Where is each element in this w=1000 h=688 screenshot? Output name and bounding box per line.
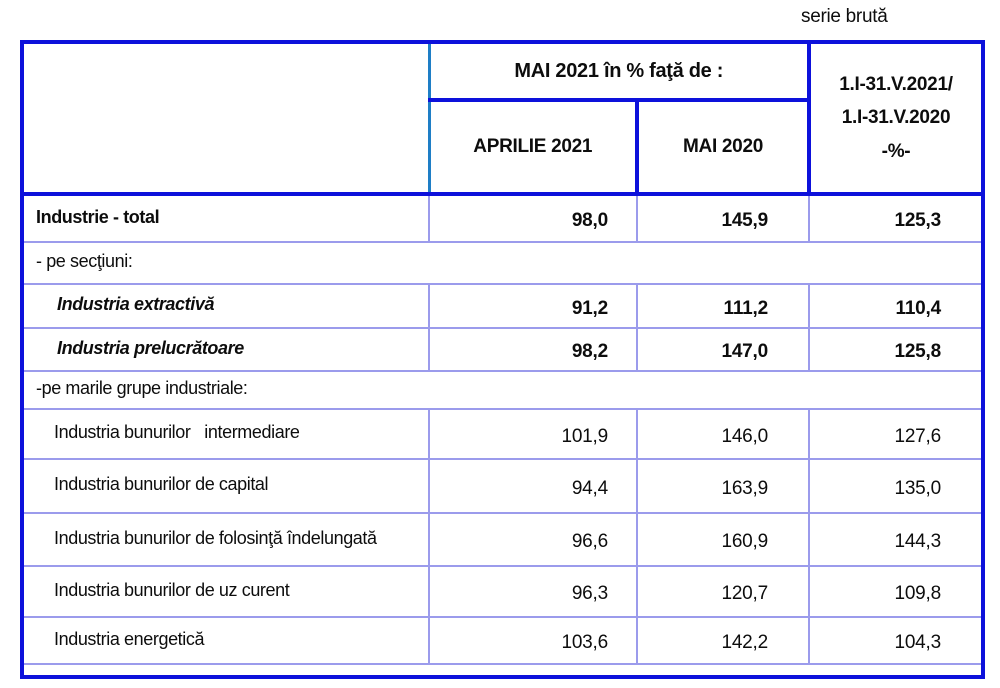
- header-cumulative-line-2: 1.I-31.V.2020: [841, 107, 951, 129]
- row-label: Industria extractivă: [24, 283, 430, 329]
- value-april-2021: 98,2: [428, 327, 638, 372]
- value-may-2020: 146,0: [636, 408, 810, 460]
- table-row: Industria bunurilor de folosinţă îndelun…: [24, 512, 981, 567]
- empty-header-cell: [24, 44, 431, 196]
- header-cumulative-line-3: -%-: [881, 140, 911, 162]
- value-may-2020: 142,2: [636, 616, 810, 665]
- header-april-2021: APRILIE 2021: [429, 100, 639, 196]
- table-row: Industrie - total 98,0 145,9 125,3: [24, 193, 981, 243]
- table-row: Industria bunurilor intermediare 101,9 1…: [24, 408, 981, 460]
- header-group-title: MAI 2021 în % faţă de :: [429, 44, 811, 102]
- industry-table-grid: MAI 2021 în % faţă de : 1.I-31.V.2021/ 1…: [24, 44, 981, 665]
- value-cumulative: 125,3: [808, 193, 981, 243]
- value-cumulative: 127,6: [808, 408, 981, 460]
- row-label: Industria bunurilor de capital: [24, 458, 430, 514]
- value-cumulative: 125,8: [808, 327, 981, 372]
- value-may-2020: 120,7: [636, 565, 810, 618]
- value-april-2021: 101,9: [428, 408, 638, 460]
- table-row: Industria prelucrătoare 98,2 147,0 125,8: [24, 327, 981, 372]
- row-group-label: - pe secţiuni:: [24, 241, 981, 285]
- value-april-2021: 94,4: [428, 458, 638, 514]
- value-cumulative: 144,3: [808, 512, 981, 567]
- value-may-2020: 147,0: [636, 327, 810, 372]
- value-cumulative: 104,3: [808, 616, 981, 665]
- value-may-2020: 145,9: [636, 193, 810, 243]
- table-row: Industria energetică 103,6 142,2 104,3: [24, 616, 981, 665]
- table-body: Industrie - total 98,0 145,9 125,3 - pe …: [24, 193, 981, 665]
- value-may-2020: 163,9: [636, 458, 810, 514]
- header-may-2020: MAI 2020: [637, 100, 811, 196]
- value-cumulative: 135,0: [808, 458, 981, 514]
- table-header: MAI 2021 în % faţă de : 1.I-31.V.2021/ 1…: [24, 44, 981, 196]
- header-row-sub: APRILIE 2021 MAI 2020: [24, 100, 981, 196]
- table-row: Industria bunurilor de capital 94,4 163,…: [24, 458, 981, 514]
- table-row: -pe marile grupe industriale:: [24, 370, 981, 410]
- header-cumulative-col: 1.I-31.V.2021/ 1.I-31.V.2020 -%-: [809, 44, 981, 196]
- table-row: - pe secţiuni:: [24, 241, 981, 285]
- value-april-2021: 91,2: [428, 283, 638, 329]
- row-group-label: -pe marile grupe industriale:: [24, 370, 981, 410]
- table-row: Industria extractivă 91,2 111,2 110,4: [24, 283, 981, 329]
- value-may-2020: 111,2: [636, 283, 810, 329]
- value-april-2021: 96,3: [428, 565, 638, 618]
- industry-table: MAI 2021 în % faţă de : 1.I-31.V.2021/ 1…: [20, 40, 985, 679]
- value-april-2021: 96,6: [428, 512, 638, 567]
- header-cumulative-line-1: 1.I-31.V.2021/: [839, 74, 953, 96]
- value-april-2021: 103,6: [428, 616, 638, 665]
- row-label: Industria bunurilor de folosinţă îndelun…: [24, 512, 430, 567]
- row-label: Industria bunurilor intermediare: [24, 408, 430, 460]
- row-label: Industria energetică: [24, 616, 430, 665]
- value-may-2020: 160,9: [636, 512, 810, 567]
- value-cumulative: 110,4: [808, 283, 981, 329]
- value-cumulative: 109,8: [808, 565, 981, 618]
- value-april-2021: 98,0: [428, 193, 638, 243]
- row-label: Industria prelucrătoare: [24, 327, 430, 372]
- row-label: Industrie - total: [24, 193, 430, 243]
- series-annotation: serie brută: [801, 6, 888, 27]
- table-row: Industria bunurilor de uz curent 96,3 12…: [24, 565, 981, 618]
- header-row-top: MAI 2021 în % faţă de : 1.I-31.V.2021/ 1…: [24, 44, 981, 196]
- row-label: Industria bunurilor de uz curent: [24, 565, 430, 618]
